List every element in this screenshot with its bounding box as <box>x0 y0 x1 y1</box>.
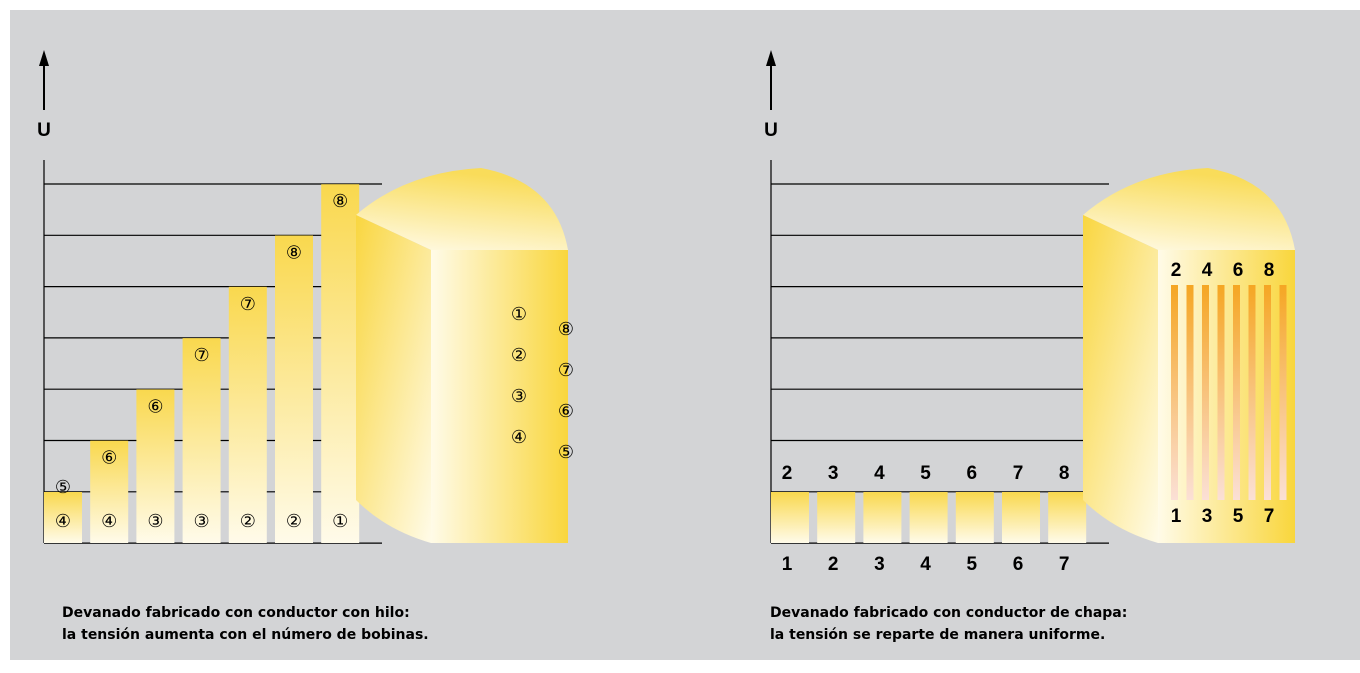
bar-bottom-label: 5 <box>967 554 978 575</box>
bar <box>1048 492 1087 543</box>
coil-label: ⑦ <box>558 360 574 381</box>
coil-top <box>1083 168 1295 250</box>
bar-bottom-label: 4 <box>920 554 931 575</box>
coil-label: ① <box>511 304 527 325</box>
bar-bottom-label: ④ <box>101 511 117 532</box>
bar <box>182 338 221 543</box>
coil-front <box>431 250 568 543</box>
bar-top-label: 7 <box>1013 463 1024 484</box>
bar-top-label: ⑦ <box>240 294 256 315</box>
axis-label: U <box>764 120 778 141</box>
coil-label: 5 <box>1233 506 1244 527</box>
stripe <box>1217 285 1225 500</box>
coil-label: ④ <box>511 427 527 448</box>
bar-top-label: 5 <box>920 463 931 484</box>
bar-bottom-label: ② <box>240 511 256 532</box>
bar <box>275 235 313 543</box>
bar-bottom-label: 1 <box>782 554 793 575</box>
caption: la tensión aumenta con el número de bobi… <box>62 627 429 643</box>
coil-label: ③ <box>511 386 527 407</box>
stripe <box>1171 285 1178 500</box>
stripe <box>1186 285 1194 500</box>
caption: la tensión se reparte de manera uniforme… <box>770 627 1105 643</box>
coil-label: 2 <box>1171 260 1182 281</box>
bar <box>817 492 856 543</box>
coil-side <box>356 215 431 543</box>
bar-top-label: ⑥ <box>101 448 117 469</box>
bar-bottom-label: 2 <box>828 554 839 575</box>
bar-top-label: 2 <box>782 463 793 484</box>
bar-bottom-label: 3 <box>874 554 885 575</box>
bar-top-label: 8 <box>1059 463 1070 484</box>
arrow-head <box>766 50 776 66</box>
bar <box>228 286 267 543</box>
bar-bottom-label: ④ <box>55 511 71 532</box>
stripe <box>1202 285 1209 500</box>
bar-bottom-label: ② <box>286 511 302 532</box>
caption: Devanado fabricado con conductor con hil… <box>62 605 410 621</box>
coil-label: 4 <box>1202 260 1213 281</box>
bar <box>90 440 129 543</box>
bar-bottom-label: 6 <box>1013 554 1024 575</box>
bar <box>44 492 82 543</box>
coil-top <box>356 168 568 250</box>
bar <box>863 492 902 543</box>
coil-label: ⑤ <box>558 442 574 463</box>
bar-bottom-label: 7 <box>1059 554 1070 575</box>
bar-bottom-label: ① <box>332 511 348 532</box>
coil-label: 3 <box>1202 506 1213 527</box>
bar <box>1002 492 1040 543</box>
bar-top-label: 4 <box>874 463 885 484</box>
stripe <box>1264 285 1271 500</box>
bar-top-label: ⑦ <box>194 345 210 366</box>
coil-label: ⑥ <box>558 401 574 422</box>
bar-top-label: 3 <box>828 463 839 484</box>
bar-top-label: ⑥ <box>147 396 163 417</box>
coil-label: ⑧ <box>558 319 574 340</box>
stripe <box>1248 285 1256 500</box>
bar <box>771 492 809 543</box>
bar <box>321 184 360 543</box>
stripe <box>1233 285 1240 500</box>
bar-bottom-label: ③ <box>194 511 210 532</box>
bar <box>955 492 994 543</box>
coil-label: 7 <box>1264 506 1275 527</box>
bar-top-label: ⑧ <box>332 191 348 212</box>
bar-top-label: 6 <box>967 463 978 484</box>
arrow-head <box>39 50 49 66</box>
coil-front <box>1158 250 1295 543</box>
bar-bottom-label: ③ <box>147 511 163 532</box>
coil-label: ② <box>511 345 527 366</box>
stripe <box>1279 285 1287 500</box>
axis-label: U <box>37 120 51 141</box>
bar-top-label: ⑤ <box>55 477 71 498</box>
content: U ⑤ ④ ⑥ ④ ⑥ ③ ⑦ ③ ⑦ ② ⑧ ② ⑧ ① ① ② ③ ④ ⑧ ⑦ ⑥ ⑤ Devanado fabricad… <box>37 50 1295 643</box>
coil-label: 6 <box>1233 260 1244 281</box>
bar <box>909 492 948 543</box>
caption: Devanado fabricado con conductor de chap… <box>770 605 1127 621</box>
coil-label: 8 <box>1264 260 1275 281</box>
coil-side <box>1083 215 1158 543</box>
bar-top-label: ⑧ <box>286 243 302 264</box>
coil-label: 1 <box>1171 506 1182 527</box>
bar <box>136 389 175 543</box>
